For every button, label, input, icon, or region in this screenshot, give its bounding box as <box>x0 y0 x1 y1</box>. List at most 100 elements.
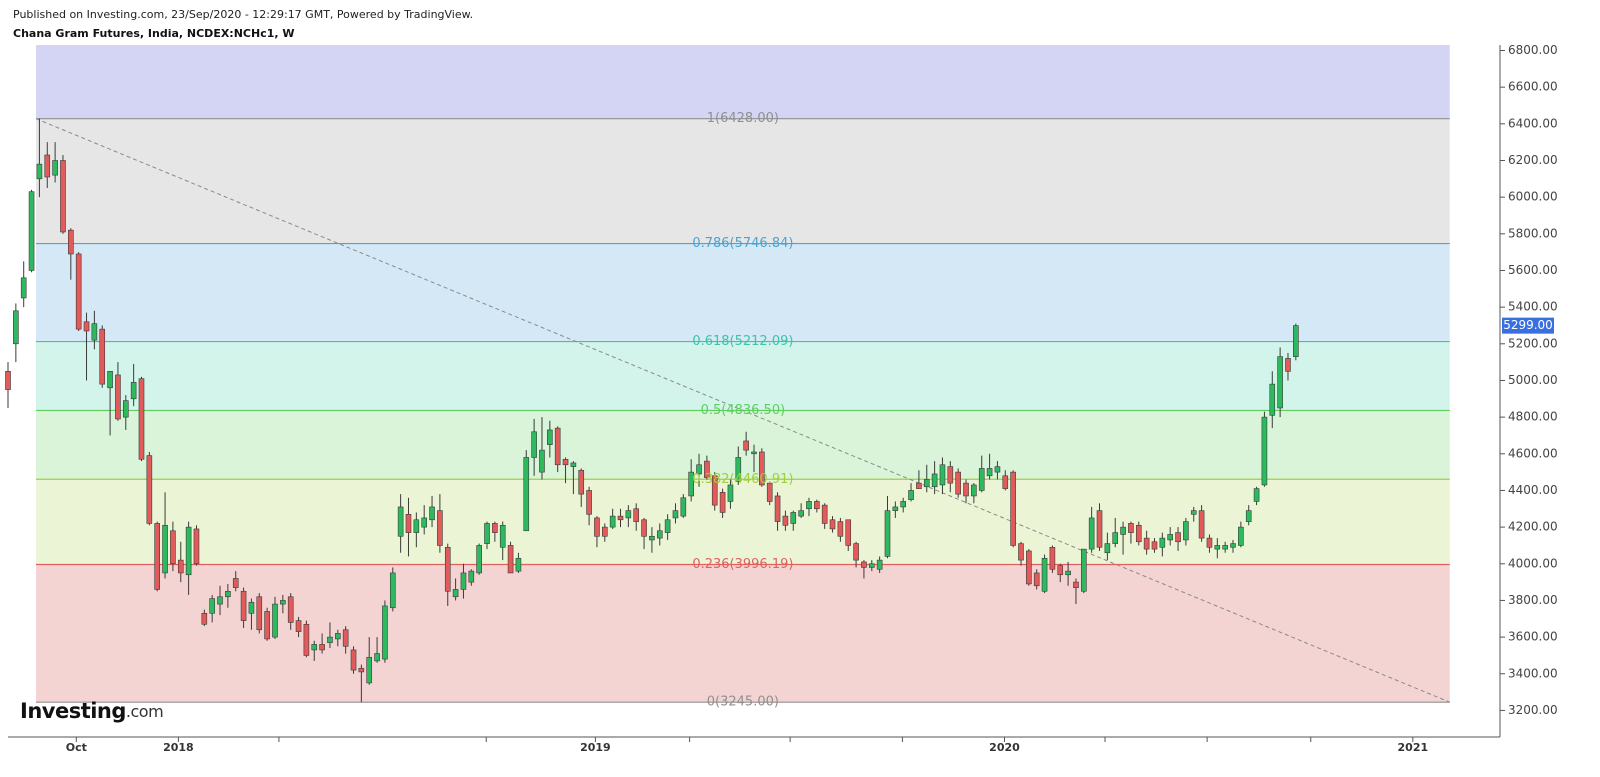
y-tick-label: 5400.00 <box>1508 300 1558 314</box>
candle-body <box>837 521 844 537</box>
fib-level-label: 0.236(3996.19) <box>692 557 793 572</box>
candle-body <box>916 482 922 489</box>
candle-body <box>225 590 231 598</box>
candle-body <box>115 374 121 420</box>
candle-body <box>609 515 616 528</box>
y-tick-label: 6400.00 <box>1508 116 1558 130</box>
candle-body <box>994 466 1001 473</box>
fib-level-label: 0(3245.00) <box>707 695 779 710</box>
candle-body <box>1159 537 1166 548</box>
candle-body <box>814 501 820 510</box>
candle-body <box>531 431 537 458</box>
candle-body <box>280 600 286 605</box>
candle-body <box>1183 521 1189 541</box>
candle-body <box>107 370 113 389</box>
candle-body <box>20 277 27 299</box>
candle-body <box>1206 537 1213 548</box>
candle-body <box>829 519 836 530</box>
candle-body <box>1057 565 1064 576</box>
candle-body <box>821 504 828 524</box>
fib-level-label: 0.618(5212.09) <box>692 334 793 349</box>
candle-body <box>405 513 412 533</box>
candle-body <box>680 497 687 517</box>
candle-body <box>468 570 475 583</box>
candle-body <box>52 160 58 176</box>
fib-trend-line <box>35 118 1450 703</box>
y-tick-label: 6600.00 <box>1508 80 1558 94</box>
x-tick-label: 2020 <box>989 741 1020 754</box>
candle-body <box>1238 526 1244 546</box>
candle-body <box>617 515 624 521</box>
candle-body <box>963 482 969 497</box>
candle-body <box>554 427 561 466</box>
candle-body <box>523 457 530 532</box>
candle-body <box>444 546 451 592</box>
candle-body <box>476 545 482 574</box>
candle-body <box>1128 523 1134 533</box>
candle-body <box>892 506 899 511</box>
last-price-box <box>1502 317 1554 334</box>
candle-body <box>154 523 160 590</box>
candle-body <box>649 535 655 541</box>
candle-body <box>578 469 585 495</box>
candle-body <box>1073 581 1079 588</box>
candle-body <box>99 328 106 385</box>
candle-body <box>931 473 938 488</box>
candle-body <box>955 471 961 495</box>
candle-body <box>1104 543 1111 554</box>
chart-title: Chana Gram Futures, India, NCDEX:NCHc1, … <box>13 27 295 40</box>
candle-body <box>672 510 679 519</box>
candle-body <box>366 656 373 684</box>
candle-body <box>5 370 11 390</box>
candle-body <box>170 530 176 565</box>
candle-body <box>908 490 914 500</box>
x-tick-label: 2018 <box>163 741 194 754</box>
candle-body <box>704 460 710 478</box>
candle-body <box>295 620 302 632</box>
x-tick-label: 2019 <box>580 741 611 754</box>
candle-body <box>1143 537 1150 550</box>
candle-body <box>311 644 318 651</box>
fib-band <box>36 45 1450 119</box>
x-tick-label: Oct <box>66 741 87 754</box>
candle-body <box>138 378 145 460</box>
y-tick-label: 5000.00 <box>1508 373 1558 387</box>
candle-body <box>1096 510 1103 548</box>
candle-body <box>287 596 294 623</box>
y-tick-label: 3400.00 <box>1508 666 1558 680</box>
candle-body <box>232 578 239 588</box>
candle-body <box>1151 541 1158 550</box>
y-tick-label: 5200.00 <box>1508 336 1558 350</box>
fib-band <box>36 564 1450 703</box>
candle-body <box>711 475 718 506</box>
candle-body <box>806 501 812 510</box>
candle-body <box>162 524 168 574</box>
y-tick-label: 3600.00 <box>1508 630 1558 644</box>
candle-body <box>1222 545 1228 550</box>
candle-body <box>1245 510 1252 522</box>
candle-body <box>1175 532 1181 543</box>
candle-body <box>986 468 993 477</box>
candle-body <box>452 589 459 598</box>
candle-body <box>876 559 883 570</box>
candle-body <box>217 596 223 605</box>
candle-body <box>240 590 247 621</box>
candle-body <box>845 519 852 546</box>
candle-body <box>586 490 592 515</box>
candle-body <box>735 457 742 482</box>
candle-body <box>1081 548 1087 592</box>
x-tick-label: 2021 <box>1398 741 1429 754</box>
candle-body <box>923 479 930 488</box>
candle-body <box>1277 356 1283 409</box>
candle-body <box>1253 488 1260 502</box>
candle-body <box>1120 526 1126 535</box>
candle-body <box>1190 510 1197 515</box>
candle-body <box>562 458 569 466</box>
candle-body <box>971 484 977 497</box>
candle-body <box>1026 550 1032 585</box>
candle-body <box>1198 510 1205 539</box>
y-tick-label: 3200.00 <box>1508 703 1558 717</box>
fib-band <box>36 341 1450 411</box>
candle-body <box>413 519 420 533</box>
